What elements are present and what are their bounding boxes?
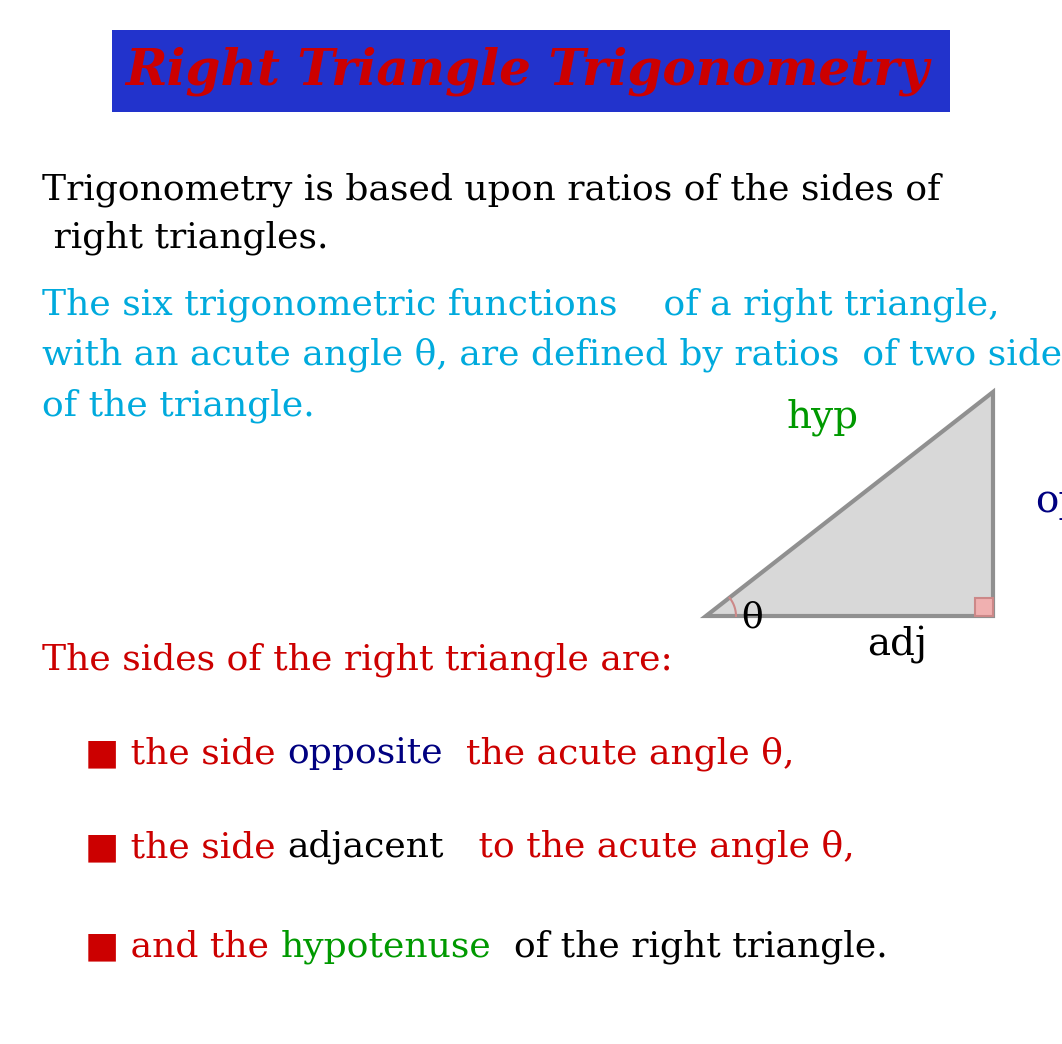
FancyBboxPatch shape <box>112 30 950 112</box>
Text: ■ and the: ■ and the <box>85 929 280 964</box>
Text: hypotenuse: hypotenuse <box>280 929 492 964</box>
Text: θ: θ <box>741 600 763 635</box>
Text: ■ the side: ■ the side <box>85 736 287 770</box>
Text: The sides of the right triangle are:: The sides of the right triangle are: <box>42 642 673 677</box>
Text: adj: adj <box>868 626 927 664</box>
Polygon shape <box>975 598 993 616</box>
Text: the acute angle θ,: the acute angle θ, <box>443 736 794 770</box>
Text: opposite: opposite <box>287 736 443 770</box>
Text: hyp: hyp <box>787 399 859 436</box>
Text: of the right triangle.: of the right triangle. <box>492 929 888 964</box>
Text: Right Triangle Trigonometry: Right Triangle Trigonometry <box>125 46 929 96</box>
Polygon shape <box>706 392 993 616</box>
Text: to the acute angle θ,: to the acute angle θ, <box>444 830 854 864</box>
Text: ■ the side: ■ the side <box>85 830 287 864</box>
Text: Trigonometry is based upon ratios of the sides of
 right triangles.: Trigonometry is based upon ratios of the… <box>42 172 941 255</box>
Text: opp: opp <box>1035 482 1062 520</box>
Text: adjacent: adjacent <box>287 830 444 864</box>
Text: The six trigonometric functions    of a right triangle,
with an acute angle θ, a: The six trigonometric functions of a rig… <box>42 287 1062 423</box>
